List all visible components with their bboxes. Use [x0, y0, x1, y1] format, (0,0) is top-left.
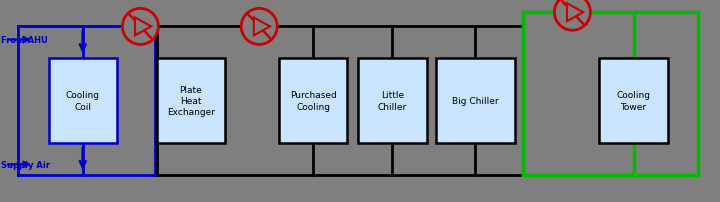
Ellipse shape	[554, 0, 590, 31]
Bar	[436, 59, 515, 143]
Ellipse shape	[122, 9, 158, 45]
Ellipse shape	[241, 9, 277, 45]
Text: Cooling
Coil: Cooling Coil	[66, 91, 100, 111]
Polygon shape	[567, 4, 583, 22]
Text: From AHU: From AHU	[1, 36, 48, 45]
Text: Cooling
Tower: Cooling Tower	[616, 91, 651, 111]
Bar	[49, 59, 117, 143]
Text: Little
Chiller: Little Chiller	[378, 91, 407, 111]
Text: Plate
Heat
Exchanger: Plate Heat Exchanger	[167, 85, 215, 117]
Text: Supply Air: Supply Air	[1, 160, 50, 169]
Bar	[359, 59, 426, 143]
Bar	[157, 59, 225, 143]
Bar	[599, 59, 668, 143]
Polygon shape	[253, 18, 270, 36]
Text: Purchased
Cooling: Purchased Cooling	[290, 91, 336, 111]
Polygon shape	[135, 18, 151, 36]
Bar	[279, 59, 348, 143]
Text: Big Chiller: Big Chiller	[452, 97, 498, 105]
